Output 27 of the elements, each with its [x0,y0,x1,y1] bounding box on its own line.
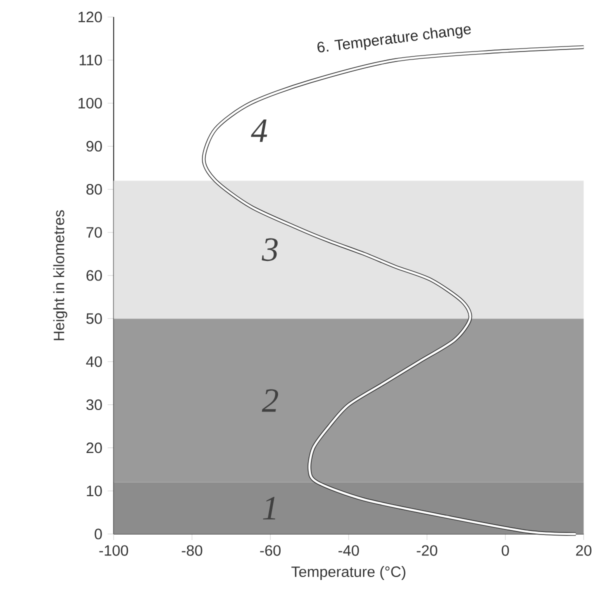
y-tick-label: 90 [86,140,102,152]
x-tick-label: -20 [416,545,438,556]
y-tick-label: 40 [86,356,102,367]
y-tick-label: 0 [94,528,102,540]
y-axis-title: Height in kilometres [53,210,68,340]
y-tick-label: 10 [87,486,102,496]
annotation: 4 [251,120,268,142]
band-label: 2 [262,389,278,412]
x-axis-title: Temperature (°C) [292,566,406,580]
y-tick-label: 20 [86,442,102,454]
y-tick-label: 80 [86,184,102,195]
y-tick-label: 110 [80,54,102,66]
x-tick-label: 0 [502,545,510,556]
text: 6. Temperature change [318,26,471,52]
x-tick-label: -60 [260,545,281,556]
x-tick-label: -80 [182,545,202,556]
x-tick-label: -100 [99,545,128,556]
x-tick-label: -40 [338,545,360,556]
y-tick-label: 100 [78,98,102,108]
y-tick-label: 120 [78,12,102,22]
y-tick-label: 60 [86,270,102,281]
band-label: 1 [263,496,276,520]
band-label: 3 [262,238,278,262]
y-tick-label: 50 [86,313,102,324]
x-tick-label: 20 [576,545,592,556]
y-tick-label: 30 [86,399,102,410]
y-tick-label: 70 [86,227,102,238]
